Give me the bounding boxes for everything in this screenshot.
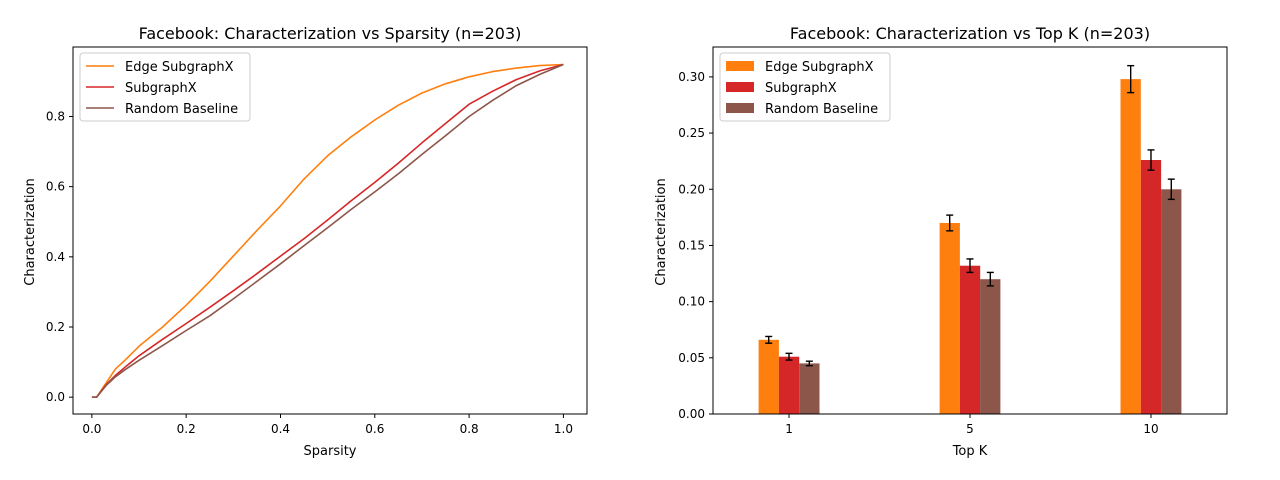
chart2-xtick-label: 1 bbox=[785, 422, 793, 436]
chart1-ytick-label: 0.2 bbox=[46, 320, 65, 334]
chart2-bar bbox=[758, 339, 779, 414]
chart1-title: Facebook: Characterization vs Sparsity (… bbox=[139, 24, 522, 43]
chart2-bar bbox=[778, 356, 800, 414]
chart1-series-line-1 bbox=[91, 63, 564, 399]
chart2-bar bbox=[1120, 79, 1141, 414]
chart1-xtick-label: 0.0 bbox=[82, 422, 101, 436]
chart1-legend-label-2: Random Baseline bbox=[125, 102, 238, 117]
chart1-xtick-label: 1.0 bbox=[554, 422, 573, 436]
chart2-ytick-label: 0.25 bbox=[678, 126, 705, 140]
chart2-ytick-label: 0.30 bbox=[678, 70, 705, 84]
chart1-legend-label-0: Edge SubgraphX bbox=[125, 60, 234, 75]
chart2-bar bbox=[980, 279, 1001, 414]
chart1-xtick-label: 0.2 bbox=[177, 422, 196, 436]
chart2-bar bbox=[959, 265, 981, 414]
chart1-legend-box bbox=[79, 52, 251, 122]
chart2-bar bbox=[939, 223, 960, 414]
chart2-legend-swatch-1 bbox=[726, 82, 754, 92]
chart1-xtick-label: 0.8 bbox=[460, 422, 479, 436]
chart2-title: Facebook: Characterization vs Top K (n=2… bbox=[790, 24, 1150, 43]
chart1-ytick-label: 0.4 bbox=[46, 250, 65, 264]
chart2-ytick-label: 0.10 bbox=[678, 295, 705, 309]
chart2-legend: Edge SubgraphX SubgraphX Random Baseline bbox=[719, 52, 891, 122]
chart1-ytick-label: 0.0 bbox=[46, 390, 65, 404]
chart2-legend-label-0: Edge SubgraphX bbox=[765, 60, 874, 75]
chart2-xtick-label: 10 bbox=[1143, 422, 1158, 436]
chart2-bar bbox=[1140, 160, 1162, 414]
chart2-bar bbox=[1161, 189, 1182, 414]
chart2-legend-label-2: Random Baseline bbox=[765, 102, 878, 117]
chart2-frame bbox=[712, 46, 1228, 415]
chart1-xtick-label: 0.4 bbox=[271, 422, 290, 436]
chart1-series-line-2 bbox=[91, 63, 564, 399]
chart1-ytick-label: 0.8 bbox=[46, 109, 65, 123]
chart1-legend-label-1: SubgraphX bbox=[125, 81, 197, 96]
chart1-legend: Edge SubgraphX SubgraphX Random Baseline bbox=[79, 52, 251, 122]
chart1-ticks: 0.0 0.2 0.4 0.6 0.8 1.0 0.0 0.2 0.4 0.6 0.8 bbox=[46, 109, 573, 436]
chart1-ylabel: Characterization bbox=[23, 178, 38, 286]
topk-chart: Facebook: Characterization vs Top K (n=2… bbox=[654, 24, 1228, 459]
chart2-ytick-label: 0.05 bbox=[678, 351, 705, 365]
chart1-series-line-0 bbox=[91, 63, 564, 399]
chart2-legend-swatch-2 bbox=[726, 103, 754, 113]
chart2-legend-label-1: SubgraphX bbox=[765, 81, 837, 96]
chart2-ytick-label: 0.00 bbox=[678, 407, 705, 421]
chart1-lines bbox=[91, 63, 564, 399]
chart2-ytick-label: 0.15 bbox=[678, 238, 705, 252]
chart2-xlabel: Top K bbox=[952, 444, 988, 459]
chart1-ytick-label: 0.6 bbox=[46, 180, 65, 194]
chart2-ytick-label: 0.20 bbox=[678, 182, 705, 196]
chart2-xtick-label: 5 bbox=[966, 422, 974, 436]
chart2-ylabel: Characterization bbox=[654, 178, 669, 286]
chart2-bar bbox=[799, 363, 820, 414]
chart1-xtick-label: 0.6 bbox=[365, 422, 384, 436]
chart1-frame bbox=[72, 46, 588, 415]
chart2-legend-box bbox=[719, 52, 891, 122]
chart1-xlabel: Sparsity bbox=[304, 444, 357, 459]
chart2-bars bbox=[758, 64, 1182, 414]
chart2-legend-swatch-0 bbox=[726, 61, 754, 71]
chart2-ticks: 0.00 0.05 0.10 0.15 0.20 0.25 0.30 1 5 10 bbox=[678, 70, 1158, 436]
sparsity-chart: Facebook: Characterization vs Sparsity (… bbox=[23, 24, 588, 459]
